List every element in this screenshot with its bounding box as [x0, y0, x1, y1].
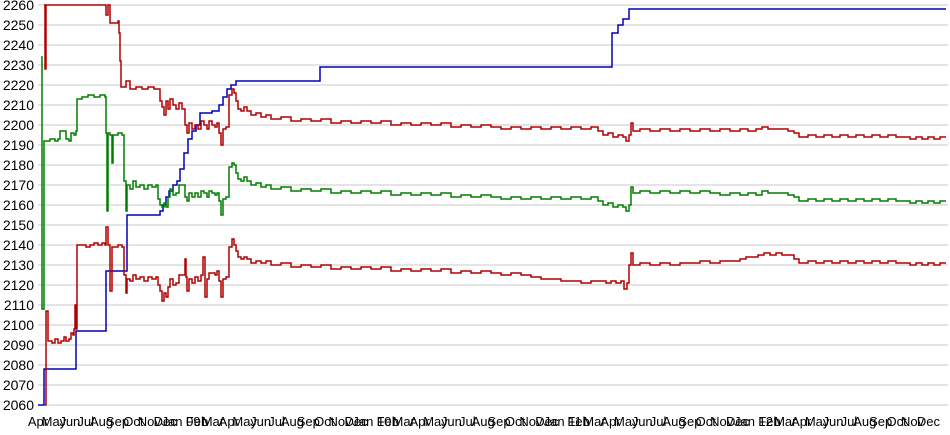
- x-tick-label: Jan 11: [544, 414, 582, 429]
- x-tick-label: Aug: [472, 414, 495, 429]
- y-tick-label: 2070: [3, 377, 34, 393]
- y-tick-label: 2250: [3, 17, 34, 33]
- y-tick-label: 2150: [3, 217, 34, 233]
- x-tick-label: May: [614, 414, 639, 429]
- y-tick-label: 2180: [3, 157, 34, 173]
- x-tick-label: Mar: [393, 414, 416, 429]
- x-tick-label: Dec: [917, 414, 941, 429]
- y-tick-label: 2130: [3, 257, 34, 273]
- x-tick-label: Nov: [519, 414, 543, 429]
- x-tick-label: Apr: [28, 414, 49, 429]
- x-tick-label: Nov: [138, 414, 162, 429]
- x-tick-label: Feb: [377, 414, 399, 429]
- y-tick-label: 2060: [3, 397, 34, 413]
- series-line-red-upper: [44, 4, 946, 146]
- y-tick-label: 2120: [3, 277, 34, 293]
- x-tick-label: Aug: [662, 414, 685, 429]
- y-tick-label: 2260: [3, 0, 34, 13]
- x-tick-label: Dec: [726, 414, 750, 429]
- series-line-green-mid: [41, 56, 946, 310]
- x-tick-label: Jul: [459, 414, 476, 429]
- x-tick-label: Sep: [297, 414, 320, 429]
- x-tick-label: Mar: [774, 414, 797, 429]
- x-tick-label: Jul: [77, 414, 94, 429]
- x-tick-label: Nov: [901, 414, 925, 429]
- y-axis-labels: 2260 2250 2240 2230 2220 2210 2200 2190 2180 2170…: [3, 0, 34, 413]
- x-tick-label: Dec: [344, 414, 368, 429]
- x-tick-label: Dec: [154, 414, 178, 429]
- x-tick-label: Nov: [710, 414, 734, 429]
- x-tick-label: Jun: [823, 414, 844, 429]
- x-tick-label: Oct: [886, 414, 907, 429]
- x-tick-label: Oct: [314, 414, 335, 429]
- x-tick-label: Jun: [59, 414, 80, 429]
- x-tick-label: Dec: [535, 414, 559, 429]
- x-tick-label: May: [232, 414, 257, 429]
- y-tick-label: 2200: [3, 117, 34, 133]
- x-tick-label: Jun: [250, 414, 271, 429]
- x-tick-label: Apr: [791, 414, 812, 429]
- x-tick-label: Apr: [219, 414, 240, 429]
- y-tick-label: 2100: [3, 317, 34, 333]
- y-tick-label: 2220: [3, 77, 34, 93]
- x-tick-label: Feb: [186, 414, 208, 429]
- gridlines-layer: [38, 4, 948, 406]
- x-tick-label: Oct: [123, 414, 144, 429]
- series-layer: [38, 4, 946, 406]
- x-tick-label: Sep: [106, 414, 129, 429]
- x-tick-label: Aug: [90, 414, 113, 429]
- x-tick-label: May: [42, 414, 67, 429]
- x-tick-label: Jan 09: [162, 414, 201, 429]
- x-tick-label: May: [805, 414, 830, 429]
- x-tick-label: Sep: [678, 414, 701, 429]
- y-tick-label: 2110: [4, 297, 34, 313]
- x-tick-label: Aug: [281, 414, 304, 429]
- y-tick-label: 2160: [3, 197, 34, 213]
- x-tick-label: Oct: [505, 414, 526, 429]
- x-tick-label: Jun: [632, 414, 653, 429]
- y-tick-label: 2210: [3, 97, 34, 113]
- x-tick-label: Jun: [441, 414, 462, 429]
- x-tick-label: Feb: [758, 414, 780, 429]
- y-tick-label: 2140: [3, 237, 34, 253]
- y-tick-label: 2230: [3, 57, 34, 73]
- series-line-red-lower: [45, 226, 946, 406]
- y-tick-label: 2240: [3, 37, 34, 53]
- x-tick-label: Apr: [409, 414, 430, 429]
- x-tick-label: Mar: [583, 414, 606, 429]
- y-tick-label: 2190: [3, 137, 34, 153]
- x-tick-label: May: [423, 414, 448, 429]
- x-tick-label: Oct: [696, 414, 717, 429]
- x-tick-label: Sep: [869, 414, 892, 429]
- x-tick-label: Aug: [853, 414, 876, 429]
- y-tick-label: 2080: [3, 357, 34, 373]
- x-tick-label: Nov: [329, 414, 353, 429]
- y-tick-label: 2090: [3, 337, 34, 353]
- x-tick-label: Jul: [841, 414, 858, 429]
- x-tick-label: Mar: [202, 414, 225, 429]
- x-tick-label: Sep: [488, 414, 511, 429]
- x-tick-label: Jan 10: [352, 414, 391, 429]
- x-tick-label: Jul: [650, 414, 667, 429]
- y-tick-label: 2170: [3, 177, 34, 193]
- x-tick-label: Apr: [600, 414, 621, 429]
- series-line-blue-step: [38, 8, 946, 406]
- x-tick-label: Jul: [268, 414, 285, 429]
- x-tick-label: Feb: [567, 414, 589, 429]
- x-tick-label: Jan 12: [734, 414, 773, 429]
